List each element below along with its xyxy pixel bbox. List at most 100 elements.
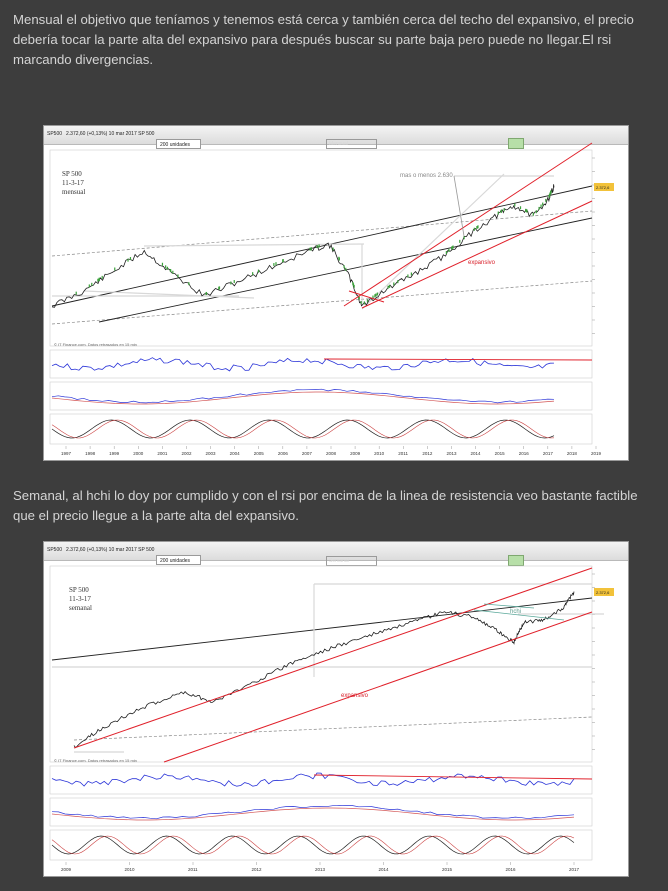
units-dropdown[interactable]: 200 unidades [156,555,201,565]
year-label: 2011 [188,867,198,872]
rsi-panel [49,765,593,795]
units-dropdown[interactable]: 200 unidades [156,139,201,149]
price-tag-text: 2.372,6 [596,185,610,190]
chart-toolbar: SP500 2.372,60 (+0,13%) 10 mar 2017 SP 5… [44,542,628,565]
year-label: 1998 [85,451,96,456]
year-label: 2001 [157,451,168,456]
year-label: 2012 [422,451,433,456]
year-label: 2014 [379,867,390,872]
candle [353,284,355,288]
chart-note: SP 500 11-3-17 mensual [62,170,86,196]
trendline [51,597,593,661]
ticker-label: SP500 [47,547,63,553]
target-annotation: mas o menos 2.630 [400,173,453,179]
stoch-k [51,419,555,439]
candle [500,209,502,213]
price-series [73,591,575,749]
year-label: 2017 [569,867,580,872]
chart-monthly-canvas: 2.372,6 1997 1998 1999 2000 2001 2002 2003 2004 2… [49,142,614,456]
candle [374,294,376,298]
candle [165,265,167,269]
chart-footer: © IT Finance.com. Datos retrasados en 15… [54,758,137,763]
year-label: 2007 [302,451,313,456]
year-label: 1997 [61,451,72,456]
price-tag-text: 2.372,6 [596,590,610,595]
year-label: 2006 [278,451,289,456]
channel-line [163,611,593,763]
candle [127,258,129,262]
year-label: 2018 [567,451,578,456]
chart-toolbar: SP500 2.372,60 (+0,13%) 10 mar 2017 SP 5… [44,126,628,149]
candle [407,274,409,278]
candle [525,208,527,212]
chart-options-button[interactable] [508,555,524,566]
candle [542,202,544,206]
candle [318,244,320,248]
candle [397,280,399,284]
candle [75,291,77,295]
dashed-trendline [51,280,593,325]
candle [535,210,537,214]
hch-label: hchi [510,609,522,615]
candle [503,208,505,212]
year-label: 2016 [506,867,517,872]
year-label: 2014 [471,451,482,456]
period-dropdown[interactable]: Semanal [326,556,377,566]
stoch-panel [49,829,593,861]
toolbar-price-info: 2.372,60 (+0,13%) 10 mar 2017 SP 500 [66,547,155,553]
candle [275,262,277,266]
candle [459,239,461,243]
main-panel [49,565,593,763]
candle [545,198,547,202]
candle [169,269,172,273]
year-label: 2016 [519,451,530,456]
candle [514,203,516,207]
channel-label: expansivo [468,260,496,266]
candle [387,285,389,289]
chart-monthly[interactable]: SP500 2.372,60 (+0,13%) 10 mar 2017 SP 5… [43,125,629,461]
year-label: 2013 [446,451,457,456]
reference-line [361,173,505,310]
annotation-line [473,609,565,621]
price-series [51,184,555,308]
chart-weekly[interactable]: SP500 2.372,60 (+0,13%) 10 mar 2017 SP 5… [43,541,629,877]
year-label: 2000 [133,451,144,456]
channel-line [348,290,385,303]
year-label: 2009 [350,451,361,456]
chart-weekly-canvas: 2.372,6 2009 2010 2011 2012 2013 2014 2015 2016 2… [49,565,614,872]
candle [473,227,475,231]
candle [549,192,551,196]
macd-panel [49,381,593,411]
candle [205,291,208,295]
ticker-label: SP500 [47,131,63,137]
year-label: 2019 [591,451,602,456]
main-panel [49,149,593,347]
year-label: 2015 [495,451,506,456]
candle [172,270,174,274]
candle [538,206,540,210]
stoch-k [51,835,575,855]
channel-line [361,200,593,309]
channel-line [343,142,593,307]
year-label: 2010 [374,451,385,456]
chart-note: SP 500 11-3-17 semanal [69,586,92,612]
period-dropdown[interactable]: Mensual [326,139,377,149]
year-label: 2011 [398,451,408,456]
chart-footer: © IT Finance.com. Datos retrasados en 15… [54,342,137,347]
candle [526,209,528,213]
channel-label: expansivo [341,693,369,699]
candle [393,282,395,286]
rsi-resistance [313,774,593,780]
macd-line [51,388,555,404]
year-label: 2013 [315,867,326,872]
candle [476,226,478,230]
candle [445,251,447,255]
stoch-d [51,419,555,439]
stoch-panel [49,413,593,445]
candle [257,269,260,273]
year-label: 2002 [181,451,192,456]
candle [338,256,340,260]
candle [360,301,362,305]
chart-options-button[interactable] [508,138,524,149]
candle [309,247,311,251]
